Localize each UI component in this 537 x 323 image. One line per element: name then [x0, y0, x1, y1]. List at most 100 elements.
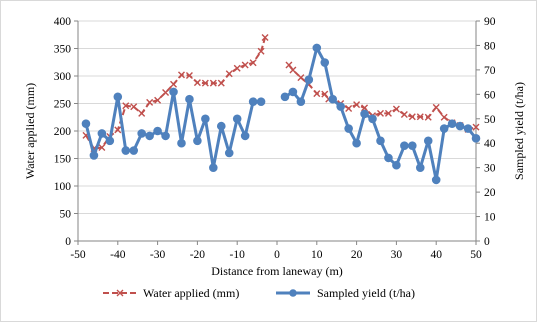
y-tick-label: 400: [54, 16, 72, 28]
data-point: [146, 98, 154, 106]
data-point: [257, 47, 265, 55]
data-point: [439, 124, 449, 133]
data-point: [209, 163, 218, 172]
gridlines: [78, 20, 476, 214]
data-point: [424, 113, 432, 121]
data-point: [201, 79, 209, 87]
data-point: [209, 79, 217, 87]
x-tick-label: -10: [230, 249, 246, 261]
data-point: [408, 113, 416, 121]
y-tick-label: 350: [54, 44, 72, 56]
data-point: [177, 71, 185, 79]
data-point: [280, 92, 290, 102]
data-point: [432, 103, 440, 111]
y2-tick-label: 50: [484, 114, 496, 126]
data-point: [431, 175, 441, 185]
data-point: [81, 119, 91, 128]
data-point: [138, 109, 146, 117]
y2-tick-label: 20: [484, 187, 496, 199]
y2-tick-label: 40: [484, 138, 496, 150]
data-point: [130, 103, 138, 111]
legend-marker-sampled-yield: [289, 289, 297, 297]
data-point: [408, 141, 417, 150]
y-tick-label: 200: [54, 126, 72, 138]
data-point: [97, 129, 107, 138]
x-tick-label: 30: [391, 249, 403, 261]
data-point: [122, 102, 130, 110]
y2-tick-label: 90: [484, 16, 496, 28]
data-point: [455, 121, 465, 131]
data-point: [145, 131, 154, 141]
legend-item-sampled-yield: Sampled yield (t/ha): [276, 286, 415, 300]
x-tick-label: -50: [70, 249, 86, 261]
data-point: [313, 90, 321, 98]
data-point: [113, 92, 123, 102]
data-point: [137, 129, 146, 138]
data-point: [201, 114, 210, 124]
data-point: [249, 59, 257, 67]
y-tick-label: 300: [54, 71, 72, 83]
data-point: [288, 87, 298, 97]
data-point: [463, 124, 473, 133]
data-point: [261, 34, 269, 41]
data-point: [472, 123, 480, 131]
y2-tick-label: 70: [484, 65, 496, 77]
data-point: [471, 134, 481, 143]
data-point: [289, 66, 297, 74]
series-line-segment: [288, 64, 477, 131]
data-point: [232, 114, 242, 124]
data-point: [193, 79, 201, 87]
data-point: [368, 114, 377, 124]
data-point: [225, 70, 233, 78]
data-point: [336, 102, 345, 111]
data-point: [344, 124, 353, 133]
x-axis-title: Distance from laneway (m): [211, 264, 343, 278]
data-point: [376, 136, 385, 146]
data-point: [114, 126, 122, 134]
tick-labels: -50 -40 -30 -20 -10 0 10 20 30 40 5005010015020025…: [54, 16, 496, 261]
axes: [74, 20, 480, 245]
y-axis-title: Water applied (mm): [23, 83, 37, 179]
data-point: [447, 119, 457, 128]
x-tick-label: -20: [190, 249, 206, 261]
data-point: [392, 105, 400, 113]
data-point: [193, 136, 202, 146]
data-point: [345, 104, 353, 112]
data-point: [153, 126, 162, 136]
data-point: [216, 121, 226, 131]
y2-tick-label: 10: [484, 212, 496, 224]
legend: Water applied (mm) Sampled yield (t/ha): [103, 286, 415, 300]
data-point: [170, 80, 178, 88]
data-point: [224, 148, 234, 158]
data-point: [162, 89, 170, 96]
data-point: [384, 153, 393, 163]
data-point: [248, 97, 258, 106]
data-point: [400, 141, 409, 150]
data-point: [384, 109, 392, 117]
data-point: [240, 131, 250, 141]
data-point: [352, 138, 361, 148]
data-point: [105, 136, 115, 146]
data-point: [361, 104, 369, 112]
y2-tick-label: 0: [484, 236, 490, 248]
data-point: [89, 151, 99, 160]
y-tick-label: 100: [54, 181, 72, 193]
data-point: [217, 79, 225, 87]
y-tick-label: 250: [54, 99, 72, 111]
series-layer: [81, 34, 481, 185]
data-point: [400, 111, 408, 118]
data-point: [185, 71, 193, 79]
data-point: [98, 144, 106, 151]
y2-tick-label: 30: [484, 163, 496, 175]
y-tick-label: 150: [54, 154, 72, 166]
data-point: [121, 146, 131, 155]
data-point: [328, 94, 338, 104]
data-point: [296, 97, 306, 106]
data-point: [353, 101, 361, 109]
data-point: [177, 138, 186, 148]
data-point: [415, 163, 425, 172]
data-point: [241, 61, 249, 69]
legend-marker-water-applied: [116, 289, 124, 297]
data-point: [416, 113, 424, 121]
